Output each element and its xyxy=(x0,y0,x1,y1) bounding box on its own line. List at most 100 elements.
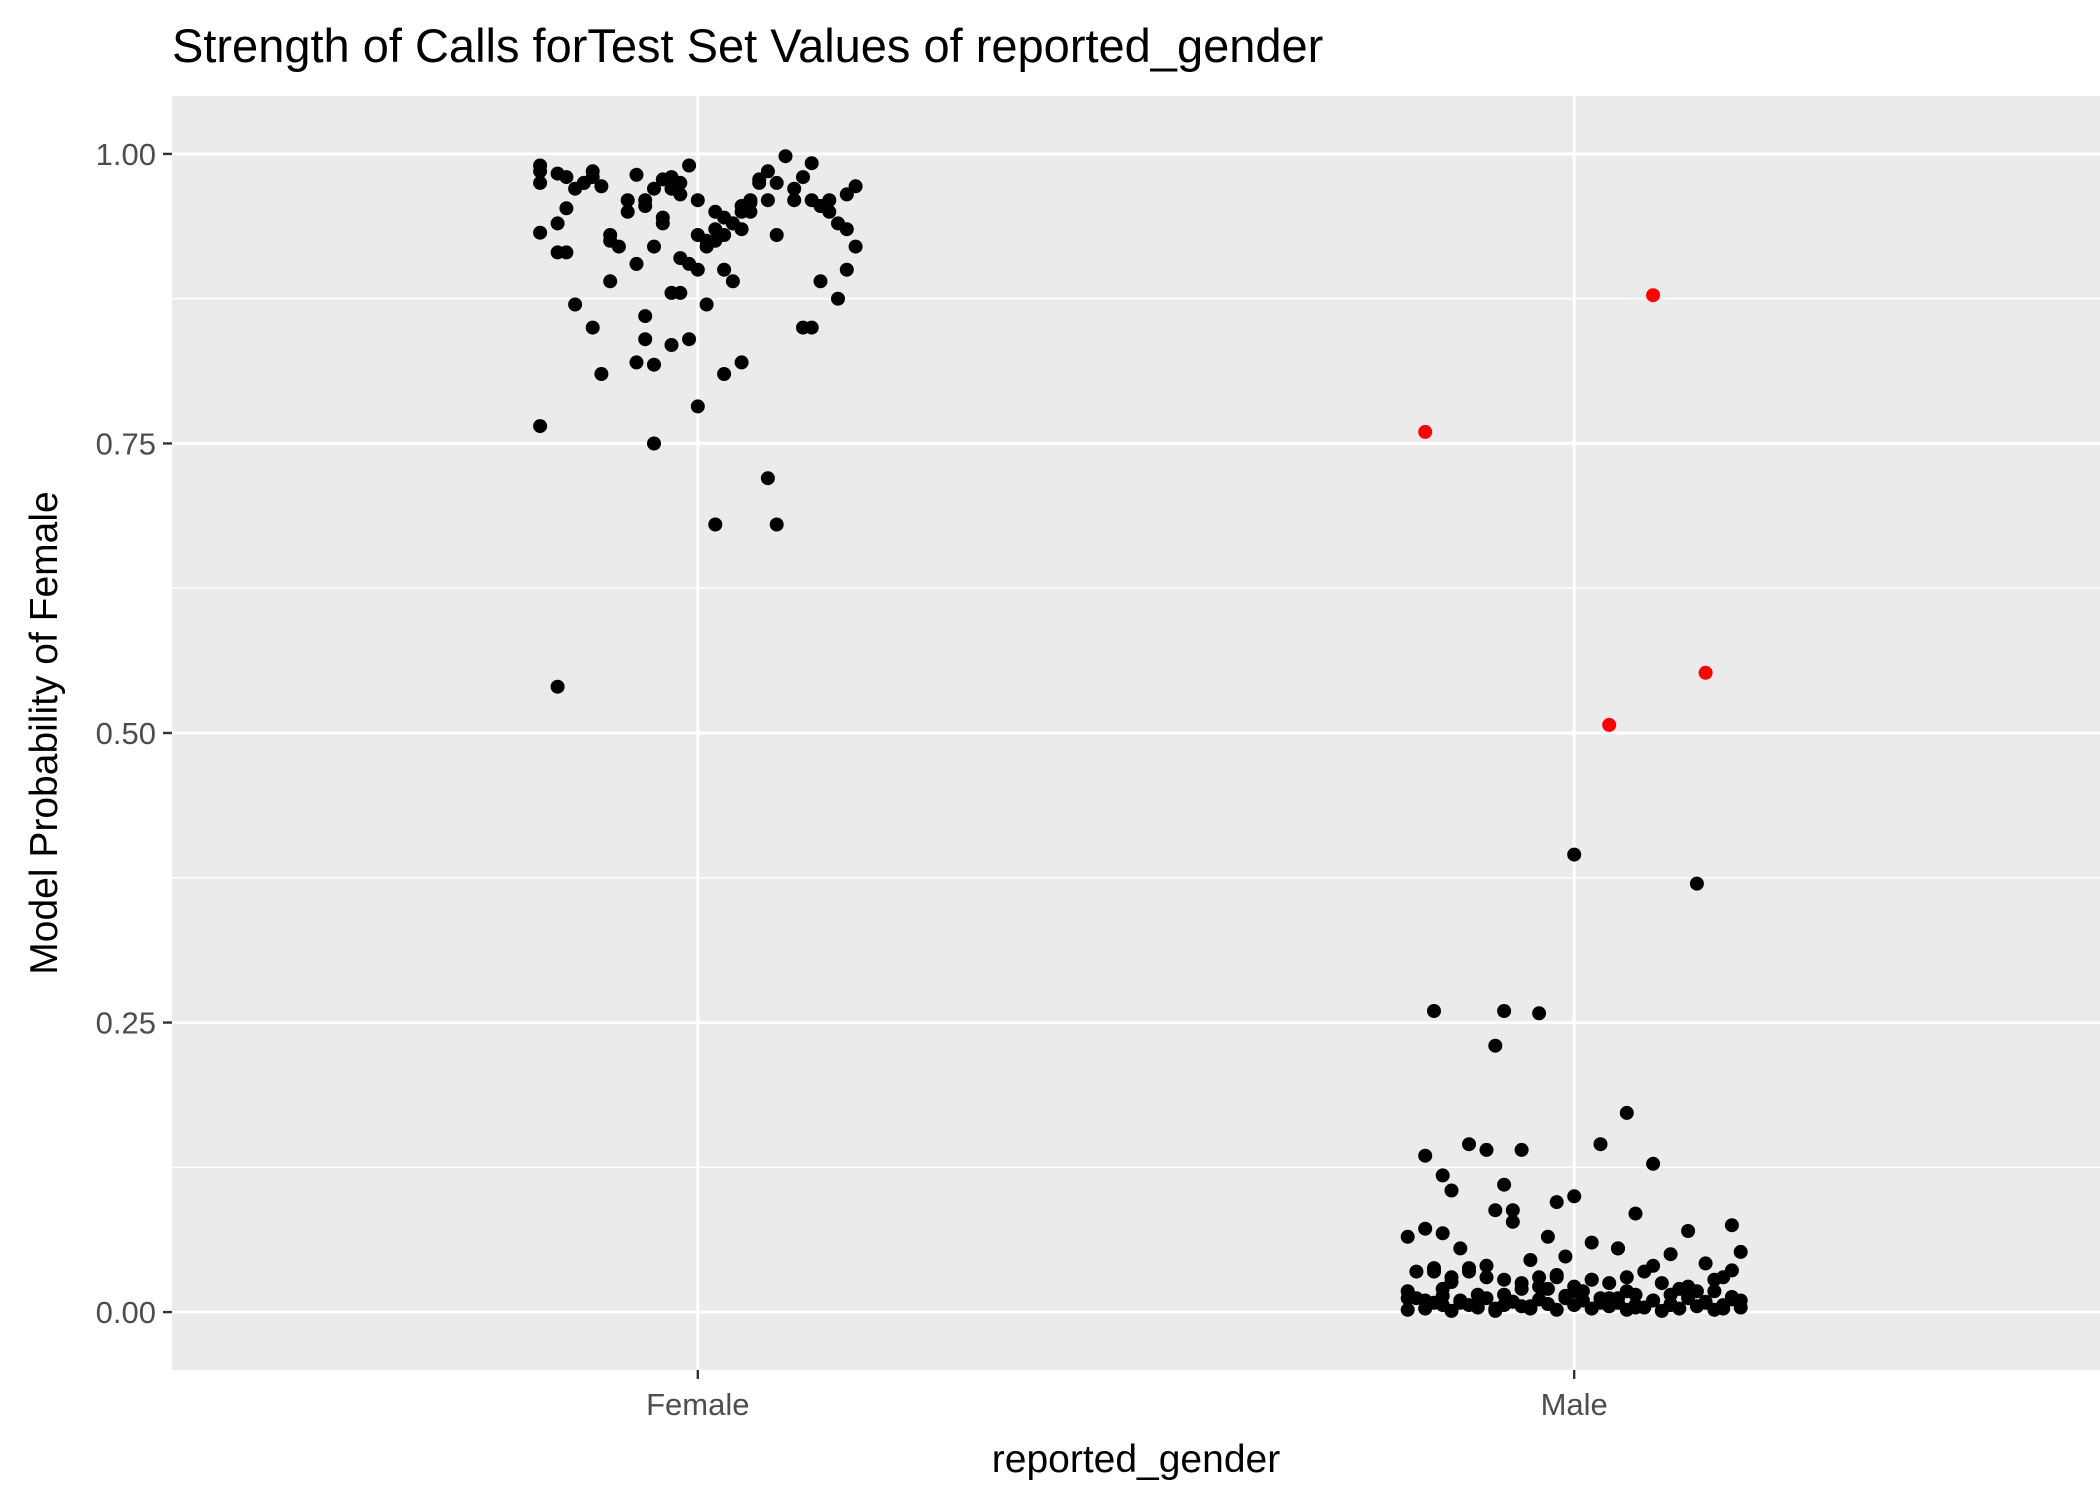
y-tick-label: 0.00 xyxy=(96,1295,156,1330)
data-point xyxy=(1689,876,1704,891)
data-point xyxy=(673,175,688,190)
data-point xyxy=(822,204,837,219)
data-point xyxy=(533,225,548,240)
data-point xyxy=(1602,1276,1617,1291)
data-point xyxy=(839,187,854,202)
data-point xyxy=(1698,1256,1713,1271)
data-point xyxy=(760,193,775,208)
data-point xyxy=(787,181,802,196)
data-point xyxy=(1400,1229,1415,1244)
data-point xyxy=(1435,1298,1450,1313)
y-tick-label: 0.25 xyxy=(96,1006,156,1041)
data-point xyxy=(717,228,732,242)
data-point xyxy=(1602,1291,1617,1306)
data-point xyxy=(647,357,661,372)
data-point xyxy=(1488,1203,1503,1218)
data-point xyxy=(760,471,775,486)
data-point xyxy=(1663,1298,1678,1313)
data-point xyxy=(1698,1295,1713,1310)
data-point xyxy=(638,309,653,324)
data-point xyxy=(585,320,600,335)
major-gridlines xyxy=(172,96,2100,1370)
data-point xyxy=(655,216,670,231)
y-axis-ticks: 0.00 0.25 0.50 0.75 1.00 xyxy=(96,137,172,1330)
data-point xyxy=(1619,1270,1634,1285)
data-point xyxy=(1427,1004,1441,1018)
data-point xyxy=(1663,1287,1678,1302)
data-point xyxy=(682,332,697,347)
data-point xyxy=(647,436,661,451)
data-point xyxy=(734,355,749,370)
x-tick-label: Male xyxy=(1541,1387,1608,1422)
data-point xyxy=(1497,1287,1512,1302)
data-point xyxy=(594,367,609,381)
data-point xyxy=(1470,1300,1485,1315)
data-point xyxy=(734,222,749,237)
data-point xyxy=(1418,1293,1433,1308)
data-point xyxy=(1646,1156,1661,1171)
data-point xyxy=(831,291,845,306)
data-point xyxy=(708,517,723,532)
data-point xyxy=(1619,1105,1634,1120)
data-point xyxy=(611,239,626,254)
data-point xyxy=(787,193,802,208)
data-point xyxy=(533,175,548,190)
data-point xyxy=(699,233,714,248)
data-point xyxy=(1646,1293,1661,1308)
x-axis-title: reported_gender xyxy=(992,1438,1280,1481)
data-point xyxy=(1707,1284,1722,1299)
y-tick-label: 0.50 xyxy=(96,716,156,751)
data-point xyxy=(1514,1281,1529,1296)
chart-title: Strength of Calls forTest Set Values of … xyxy=(172,19,1323,72)
data-point xyxy=(1584,1272,1599,1287)
data-point xyxy=(533,419,548,434)
x-tick-label: Female xyxy=(646,1387,749,1422)
data-point xyxy=(1505,1203,1520,1218)
data-point xyxy=(550,216,565,231)
data-point xyxy=(1646,288,1661,303)
data-point xyxy=(1724,1290,1739,1304)
data-point xyxy=(769,228,784,242)
data-point xyxy=(1532,1006,1547,1021)
data-point xyxy=(1549,1302,1564,1317)
data-point xyxy=(629,256,644,271)
data-point xyxy=(1435,1168,1450,1183)
data-point xyxy=(1716,1270,1731,1285)
data-point xyxy=(1611,1241,1625,1256)
data-point xyxy=(813,274,828,289)
data-point xyxy=(559,201,574,216)
data-point xyxy=(673,285,688,300)
data-point xyxy=(1567,1189,1582,1204)
data-point xyxy=(682,158,697,173)
data-point xyxy=(550,679,565,694)
data-point xyxy=(638,332,653,347)
data-point xyxy=(1567,847,1582,862)
data-point xyxy=(1646,1258,1661,1273)
data-point xyxy=(1488,1301,1503,1316)
data-point xyxy=(1435,1226,1450,1241)
data-point xyxy=(1681,1224,1696,1238)
data-point xyxy=(1733,1244,1748,1259)
data-point xyxy=(559,170,574,185)
data-point xyxy=(848,239,863,254)
data-point xyxy=(1663,1247,1678,1262)
data-point xyxy=(1470,1287,1485,1302)
data-point xyxy=(594,179,609,194)
x-axis-ticks: Female Male xyxy=(646,1370,1608,1422)
data-point xyxy=(1400,1302,1415,1317)
data-point xyxy=(1654,1276,1669,1291)
data-point xyxy=(717,262,732,277)
data-point xyxy=(769,175,784,190)
data-point xyxy=(1418,1221,1433,1236)
minor-gridlines xyxy=(172,297,2100,1169)
data-point xyxy=(1716,1301,1731,1316)
data-point xyxy=(1698,665,1713,680)
data-point xyxy=(1444,1183,1459,1198)
data-point xyxy=(1462,1137,1476,1152)
data-point xyxy=(620,204,635,219)
data-point xyxy=(1400,1284,1415,1299)
data-point xyxy=(752,175,767,190)
data-point xyxy=(1497,1004,1512,1018)
data-point xyxy=(1593,1137,1608,1152)
